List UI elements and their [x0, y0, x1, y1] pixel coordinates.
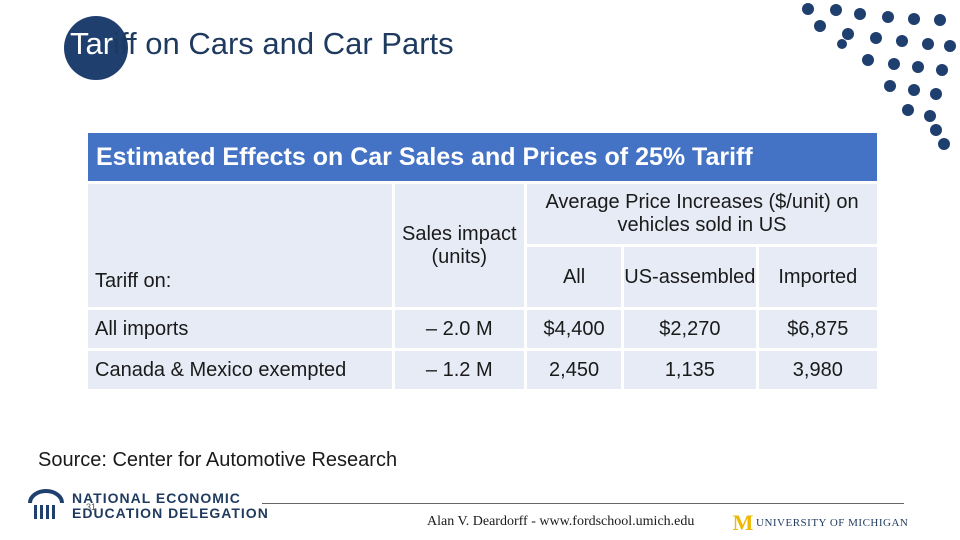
ned-logo-line1: NATIONAL ECONOMIC: [72, 490, 241, 506]
cell-us-assembled: $2,270: [624, 310, 756, 348]
cell-sales: – 2.0 M: [394, 310, 525, 348]
tariff-on-label: Tariff on:: [95, 270, 172, 292]
row-label: Canada & Mexico exempted: [88, 351, 392, 389]
cell-sales: – 1.2 M: [394, 351, 525, 389]
col-header-all: All: [527, 247, 622, 307]
slide-title-highlight: Tar: [70, 26, 114, 61]
footer-credit: Alan V. Deardorff - www.fordschool.umich…: [427, 514, 695, 529]
row-label: All imports: [88, 310, 392, 348]
footer-divider: [262, 503, 904, 504]
table-heading: Estimated Effects on Car Sales and Price…: [88, 133, 877, 181]
slide-title-rest: iff on Cars and Car Parts: [113, 26, 454, 61]
table-row: Canada & Mexico exempted – 1.2 M 2,450 1…: [88, 351, 877, 389]
source-note: Source: Center for Automotive Research: [38, 449, 398, 471]
sales-impact-header: Sales impact (units): [394, 184, 525, 307]
tariff-on-header: Tariff on:: [88, 184, 392, 307]
title-circle-accent: [64, 16, 128, 80]
ned-logo-text: NATIONAL ECONOMIC EDUCATION DELEGATION: [72, 491, 269, 521]
cell-all: 2,450: [527, 351, 622, 389]
slide-title: Tariff on Cars and Car Parts: [70, 26, 454, 62]
page-number: 31: [86, 502, 97, 512]
ned-logo-line2: EDUCATION DELEGATION: [72, 505, 269, 521]
price-group-header: Average Price Increases ($/unit) on vehi…: [527, 184, 877, 244]
tariff-effects-table: Estimated Effects on Car Sales and Price…: [88, 133, 877, 392]
university-name: UNIVERSITY OF MICHIGAN: [756, 517, 909, 529]
cell-all: $4,400: [527, 310, 622, 348]
michigan-m-letter: M: [733, 512, 754, 532]
cell-us-assembled: 1,135: [624, 351, 756, 389]
col-header-imported: Imported: [758, 247, 877, 307]
michigan-m-logo-icon: M: [733, 512, 754, 532]
cell-imported: 3,980: [758, 351, 877, 389]
ned-logo-icon: [28, 489, 64, 519]
col-header-us-assembled: US-assembled: [624, 247, 756, 307]
cell-imported: $6,875: [758, 310, 877, 348]
table-grid: Tariff on: Sales impact (units) Average …: [85, 181, 880, 392]
table-row: All imports – 2.0 M $4,400 $2,270 $6,875: [88, 310, 877, 348]
decorative-dots-icon: [802, 3, 956, 150]
